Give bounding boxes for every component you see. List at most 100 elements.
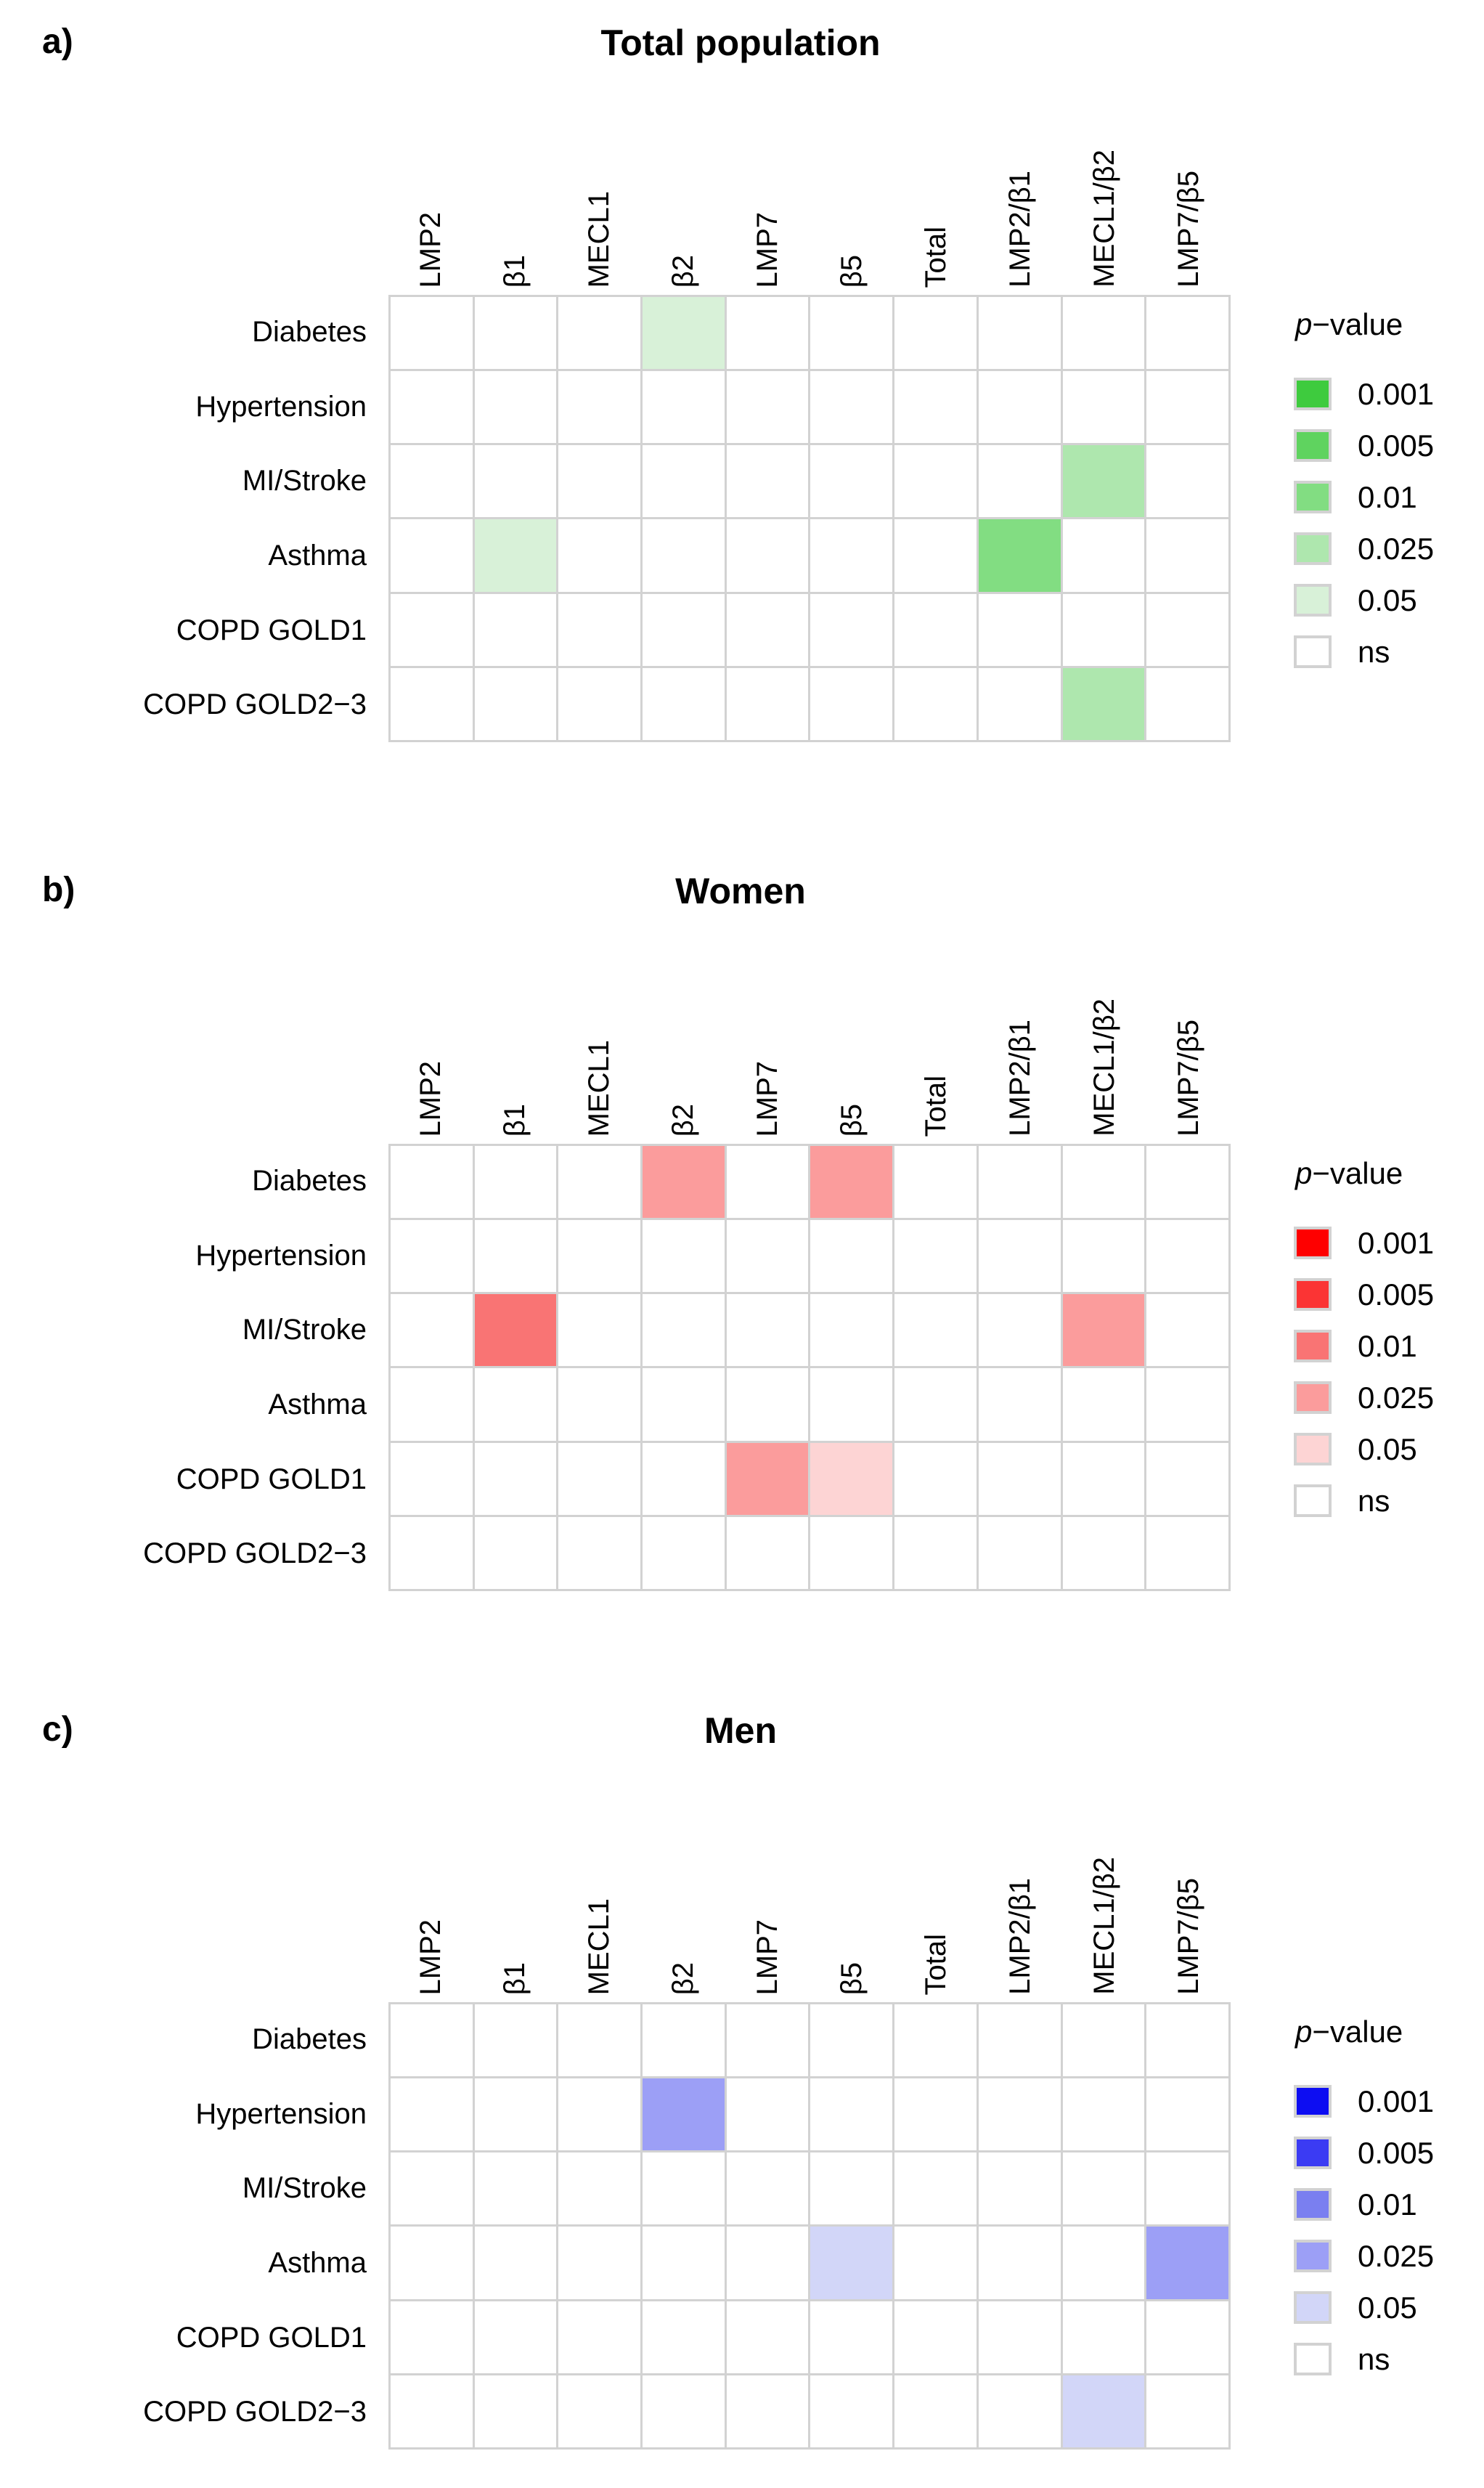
column-header: LMP2/β1 [978,919,1062,1137]
legend-rows: 0.001 0.005 0.01 0.025 0.05 ns [1294,2084,1484,2376]
heatmap-cell [1146,2078,1228,2151]
legend-title: p−value [1295,307,1484,341]
heatmap-cell [391,667,473,740]
column-header-text: Total [920,1075,952,1137]
legend-label: 0.05 [1358,2290,1417,2325]
heatmap-cell [643,2301,725,2373]
heatmap-cell [1146,2152,1228,2225]
column-header-text: Total [920,226,952,288]
heatmap-cell [810,593,893,666]
legend-swatch [1294,1381,1332,1415]
heatmap-cell [1146,1146,1228,1219]
heatmap-cell [978,1442,1061,1515]
panel-title: Total population [600,23,881,63]
heatmap-cell [894,2152,977,2225]
legend-title-rest: −value [1312,1156,1403,1190]
legend-swatch [1294,1330,1332,1363]
legend-title: p−value [1295,1156,1484,1190]
row-label: COPD GOLD1 [176,2321,367,2354]
row-label: COPD GOLD2−3 [143,1537,367,1570]
legend-label: 0.025 [1358,2238,1435,2273]
heatmap-cell [1146,1220,1228,1293]
heatmap-cell [558,2227,641,2299]
column-header-text: MECL1/β2 [1088,150,1120,288]
column-header: LMP7/β5 [1146,1777,1231,1995]
heatmap-cell [726,2375,809,2447]
heatmap-cell [810,1516,893,1589]
legend-item: 0.001 [1294,2084,1484,2118]
legend-swatch [1294,2137,1332,2170]
legend-title-italic: p [1295,307,1313,341]
heatmap-cell [726,2152,809,2225]
heatmap-cell [643,371,725,444]
legend-label: 0.01 [1358,2187,1417,2221]
legend-title-italic: p [1295,1156,1313,1190]
column-header-text: β2 [667,1103,699,1137]
heatmap-cell [978,2301,1061,2373]
heatmap-cell [1146,1516,1228,1589]
heatmap-cell [1062,2227,1145,2299]
heatmap-cell [894,2301,977,2373]
heatmap-cell [1146,445,1228,518]
column-header: β1 [473,70,557,288]
legend-label: 0.001 [1358,376,1435,411]
heatmap-cell [1146,1368,1228,1441]
heatmap-cell [894,1442,977,1515]
heatmap-cell [558,371,641,444]
heatmap-cell [810,519,893,592]
heatmap-cell [643,667,725,740]
heatmap-cell [1062,1146,1145,1219]
heatmap-cell [810,371,893,444]
heatmap-cell [978,593,1061,666]
heatmap-cell [558,519,641,592]
heatmap-cell [726,2078,809,2151]
heatmap-cell [978,519,1061,592]
panel-label: c) [42,1710,73,1749]
heatmap-cell [1062,1442,1145,1515]
heatmap-cell [474,1516,557,1589]
heatmap-grid [388,2002,1231,2450]
heatmap-cell [894,1220,977,1293]
column-header-text: LMP2/β1 [1004,171,1036,288]
legend-swatch [1294,584,1332,617]
heatmap-cell [810,2375,893,2447]
legend-item: 0.01 [1294,2187,1484,2221]
heatmap-cell [391,1516,473,1589]
heatmap-cell [391,2301,473,2373]
heatmap-cell [894,667,977,740]
heatmap-cell [1062,1294,1145,1367]
column-header-text: MECL1/β2 [1088,999,1120,1137]
legend-label: 0.005 [1358,1277,1435,1312]
column-header: Total [894,919,978,1137]
panel-title: Women [675,871,806,911]
heatmap-cell [474,519,557,592]
heatmap-cell [894,297,977,370]
legend-title-italic: p [1295,2015,1313,2049]
heatmap-cell [810,1368,893,1441]
row-label: COPD GOLD2−3 [143,688,367,721]
column-header: LMP2 [388,919,473,1137]
heatmap-cell [643,297,725,370]
legend-swatch [1294,2085,1332,2118]
heatmap-cell [474,1368,557,1441]
column-header: LMP7/β5 [1146,70,1231,288]
column-header-text: LMP2/β1 [1004,1878,1036,1995]
heatmap-cell [643,2152,725,2225]
legend-label: 0.05 [1358,1431,1417,1466]
heatmap-cell [810,1220,893,1293]
heatmap-cell [1062,445,1145,518]
legend-title-rest: −value [1312,2015,1403,2049]
heatmap-cell [810,2004,893,2077]
row-label: Diabetes [252,1164,367,1197]
column-header: LMP7 [725,1777,810,1996]
legend: p−value 0.001 0.005 0.01 0.025 0.05 ns [1294,307,1484,669]
legend-label: 0.01 [1358,1328,1417,1363]
heatmap-cell [810,2301,893,2373]
heatmap-cell [978,2078,1061,2151]
heatmap-cell [978,1368,1061,1441]
heatmap-cell [391,2375,473,2447]
heatmap-cell [391,1220,473,1293]
heatmap-cell [1062,2301,1145,2373]
heatmap-cell [1062,2004,1145,2077]
